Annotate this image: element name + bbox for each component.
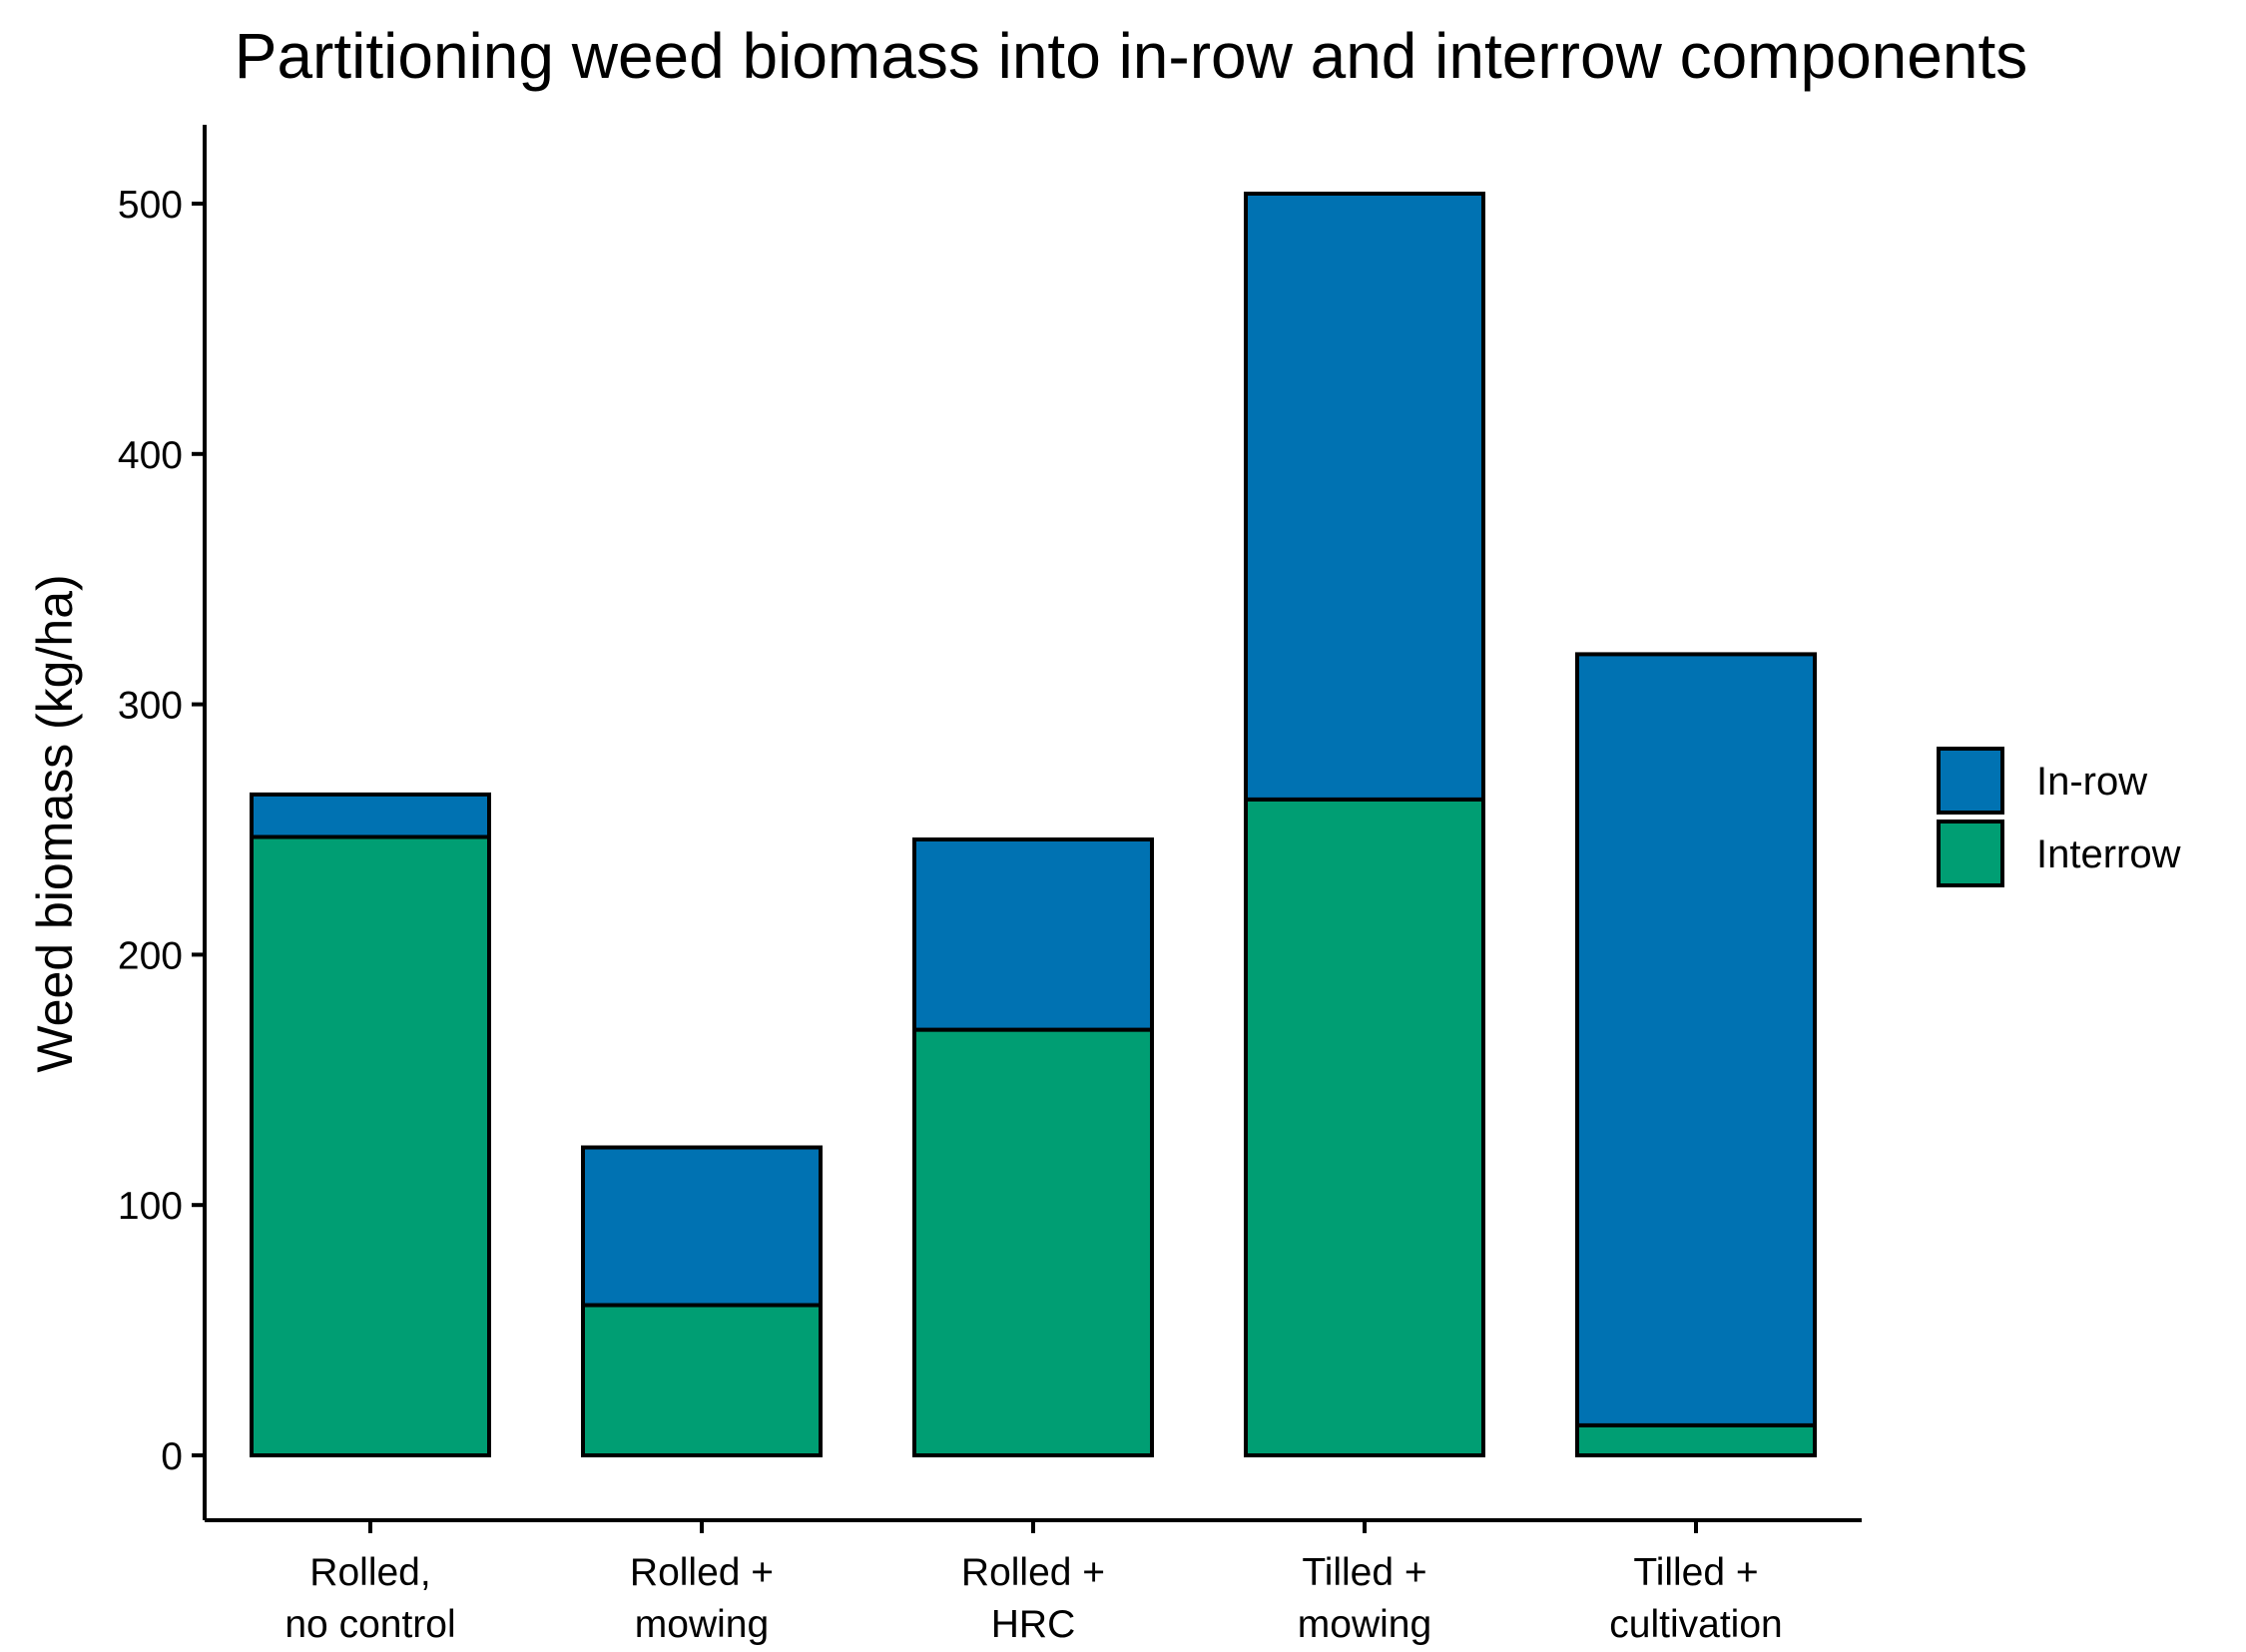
bar-in-row-1 — [250, 792, 491, 839]
legend-label-in-row: In-row — [2036, 760, 2147, 804]
y-tick-label: 300 — [118, 685, 183, 728]
x-tick-label: Tilled + mowing — [1298, 1551, 1431, 1646]
y-axis-title: Weed biomass (kg/ha) — [27, 574, 83, 1072]
bar-interrow-2 — [581, 1303, 823, 1457]
x-tick-label: Tilled + cultivation — [1609, 1551, 1782, 1646]
bar-interrow-4 — [1244, 797, 1485, 1457]
bar-in-row-2 — [581, 1145, 823, 1308]
bar-in-row-4 — [1244, 192, 1485, 802]
chart-title: Partitioning weed biomass into in-row an… — [235, 20, 2027, 92]
bar-interrow-3 — [912, 1027, 1154, 1457]
y-tick-label: 0 — [161, 1435, 183, 1478]
bars-layer — [250, 192, 1817, 1458]
y-tick-label: 400 — [118, 434, 183, 477]
x-tick-label: Rolled + mowing — [630, 1551, 774, 1646]
legend-label-interrow: Interrow — [2036, 832, 2181, 876]
y-tick-label: 500 — [118, 184, 183, 227]
bar-interrow-1 — [250, 834, 491, 1457]
legend: In-row Interrow — [1937, 747, 2181, 887]
axes-layer: 0 100 200 300 400 500 Rolled, no control Rolled … — [118, 125, 1862, 1646]
bar-interrow-5 — [1575, 1422, 1817, 1458]
bar-in-row-5 — [1575, 652, 1817, 1427]
x-tick-label: Rolled + HRC — [961, 1551, 1105, 1646]
y-tick-label: 200 — [118, 934, 183, 977]
x-tick-label: Rolled, no control — [284, 1551, 455, 1646]
legend-key-interrow — [1937, 820, 2004, 887]
bar-in-row-3 — [912, 837, 1154, 1032]
y-tick-label: 100 — [118, 1185, 183, 1228]
legend-key-in-row — [1937, 747, 2004, 815]
